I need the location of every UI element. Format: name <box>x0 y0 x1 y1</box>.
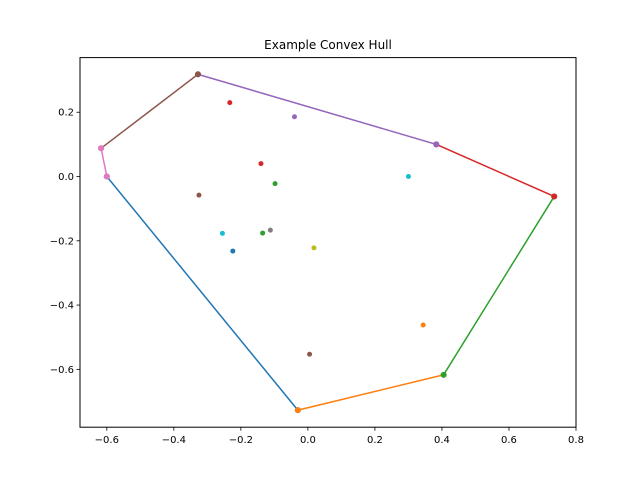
hull-vertex-marker <box>551 193 558 200</box>
hull-vertex-marker <box>440 371 447 378</box>
scatter-point <box>420 322 426 328</box>
hull-edge-7 <box>100 147 108 178</box>
hull-edge-2 <box>296 373 445 412</box>
scatter-point <box>230 248 236 254</box>
scatter-point <box>258 161 264 167</box>
scatter-point <box>311 245 317 251</box>
x-tick-label: −0.6 <box>95 435 119 446</box>
scatter-point <box>196 192 202 198</box>
scatter-point <box>272 181 278 187</box>
hull-edge-3 <box>442 195 556 376</box>
x-tick-label: 0.0 <box>300 435 316 446</box>
x-tick-label: −0.2 <box>229 435 253 446</box>
hull-edge-6 <box>100 73 200 150</box>
x-tick-label: 0.8 <box>568 435 584 446</box>
x-tick-label: 0.2 <box>367 435 383 446</box>
y-tick-label: −0.2 <box>50 236 74 247</box>
hull-vertex-marker <box>98 145 105 152</box>
scatter-point <box>260 230 266 236</box>
hull-vertex-marker <box>433 141 440 148</box>
y-tick-label: −0.6 <box>50 365 74 376</box>
hull-edge-1 <box>105 175 299 412</box>
x-tick-label: −0.4 <box>162 435 186 446</box>
hull-vertex-marker <box>103 173 110 180</box>
plot-area <box>98 71 558 414</box>
x-tick-label: 0.6 <box>501 435 517 446</box>
scatter-point <box>227 100 233 106</box>
y-tick-label: −0.4 <box>50 301 74 312</box>
hull-vertex-marker <box>294 407 301 414</box>
axes-frame <box>79 57 577 428</box>
scatter-point <box>219 230 225 236</box>
chart-title: Example Convex Hull <box>264 38 392 52</box>
x-axis: −0.6 −0.4 −0.2 0.0 0.2 0.4 0.6 0.8 <box>95 427 584 446</box>
hull-edge-5 <box>197 73 438 146</box>
scatter-point <box>267 227 273 233</box>
hull-vertex-marker <box>194 71 201 78</box>
hull-edge-4 <box>435 143 556 198</box>
x-tick-label: 0.4 <box>434 435 450 446</box>
y-tick-label: 0.0 <box>58 172 74 183</box>
y-tick-label: 0.2 <box>58 108 74 119</box>
scatter-point <box>307 351 313 357</box>
scatter-point <box>291 114 297 120</box>
y-axis: −0.6 −0.4 −0.2 0.0 0.2 <box>50 108 80 376</box>
scatter-point <box>405 174 411 180</box>
